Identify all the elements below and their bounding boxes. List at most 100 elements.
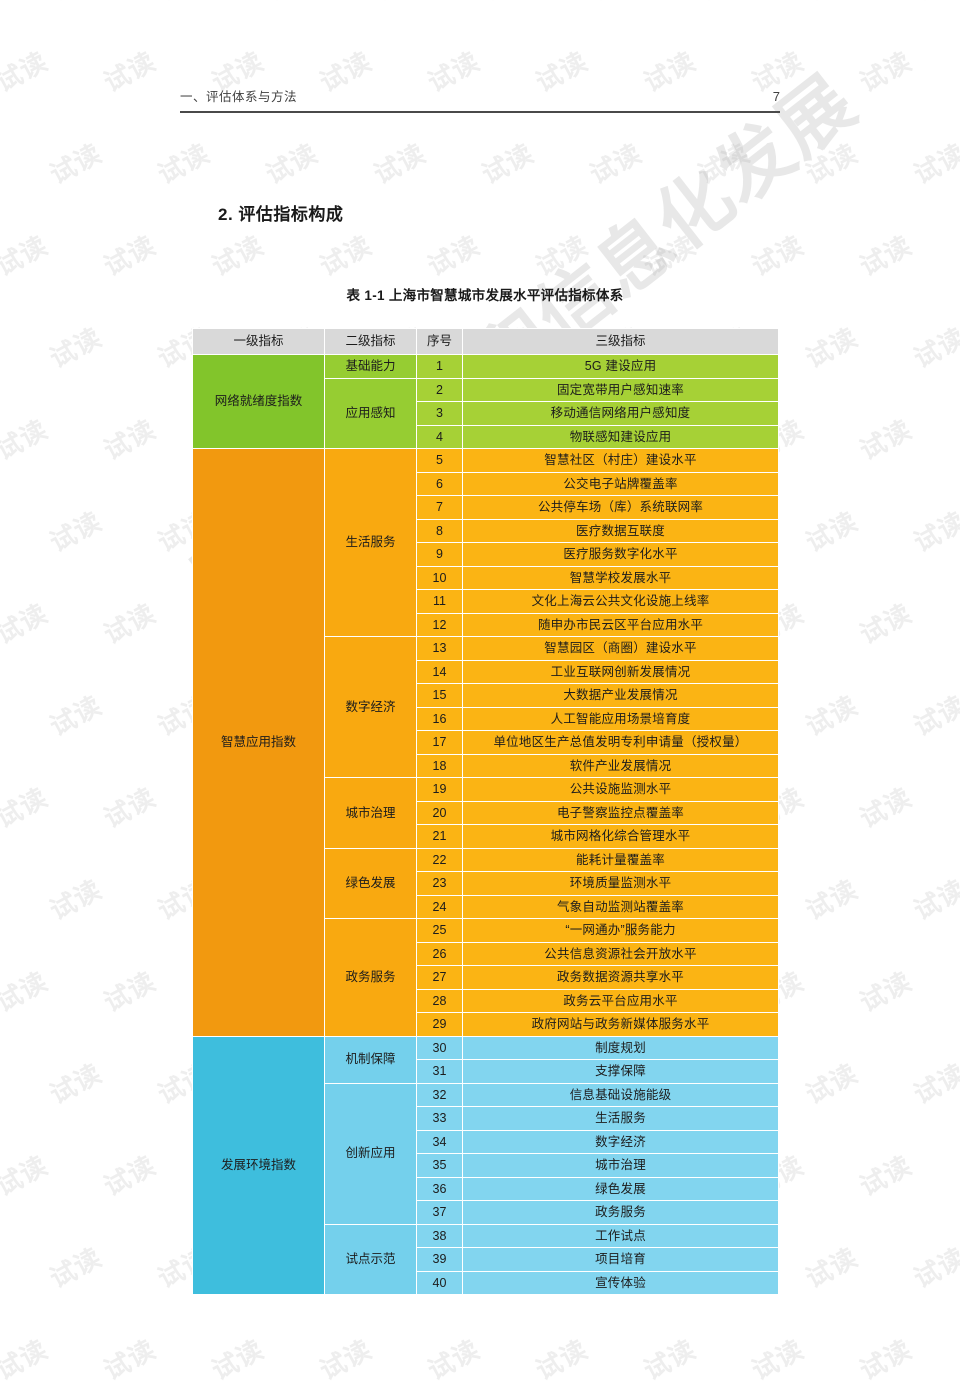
index-number-cell: 39 (416, 1247, 463, 1272)
level3-indicator-cell: 城市治理 (462, 1153, 779, 1178)
watermark-text: 试读 (854, 597, 917, 650)
index-number-cell: 19 (416, 777, 463, 802)
level3-indicator-cell: 固定宽带用户感知速率 (462, 377, 779, 402)
indicator-table: 一级指标 二级指标 序号 三级指标 网络就绪度指数 基础能力 1 5G 建设应用 应用感… (192, 328, 779, 1295)
watermark-text: 试读 (854, 45, 917, 98)
watermark-text: 试读 (0, 1333, 53, 1386)
index-number-cell: 33 (416, 1106, 463, 1131)
table-row: 26 公共信息资源社会开放水平 (193, 941, 779, 966)
level3-indicator-cell: 公共停车场（库）系统联网率 (462, 495, 779, 520)
table-row: 4 物联感知建设应用 (193, 424, 779, 449)
watermark-text: 试读 (368, 137, 431, 190)
level3-indicator-cell: 软件产业发展情况 (462, 753, 779, 778)
level2-indicator-cell: 数字经济 (324, 636, 417, 778)
watermark-text: 试读 (476, 137, 539, 190)
watermark-text: 试读 (908, 1057, 960, 1110)
index-number-cell: 16 (416, 706, 463, 731)
watermark-text: 试读 (314, 229, 377, 282)
level2-indicator-cell: 政务服务 (324, 918, 417, 1037)
level1-indicator-cell: 智慧应用指数 (192, 448, 325, 1037)
watermark-text: 试读 (692, 137, 755, 190)
table-row: 创新应用 32 信息基础设施能级 (193, 1082, 779, 1225)
watermark-text: 试读 (366, 0, 431, 8)
level3-indicator-cell: 智慧社区（村庄）建设水平 (462, 448, 779, 473)
table-head: 一级指标 二级指标 序号 三级指标 (192, 328, 779, 355)
table-row: 9 医疗服务数字化水平 (193, 542, 779, 567)
table-row: 24 气象自动监测站覆盖率 (193, 894, 779, 919)
watermark-text: 试读 (582, 0, 647, 8)
watermark-text: 试读 (906, 0, 960, 8)
watermark-text: 试读 (258, 0, 323, 8)
index-number-cell: 36 (416, 1176, 463, 1201)
watermark-text: 试读 (206, 1333, 269, 1386)
table-row: 29 政府网站与政务新媒体服务水平 (193, 1012, 779, 1037)
watermark-text: 试读 (854, 1333, 917, 1386)
table-row: 应用感知 2 固定宽带用户感知速率 (193, 377, 779, 449)
level2-indicator-cell: 机制保障 (324, 1035, 417, 1084)
watermark-text: 试读 (422, 1333, 485, 1386)
level2-indicator-cell: 生活服务 (324, 448, 417, 637)
watermark-text: 试读 (98, 413, 161, 466)
watermark-text: 试读 (800, 689, 863, 742)
level3-indicator-cell: 公交电子站牌覆盖率 (462, 471, 779, 496)
level3-indicator-cell: 工作试点 (462, 1223, 779, 1248)
column-header-level3: 三级指标 (462, 328, 779, 355)
index-number-cell: 18 (416, 753, 463, 778)
watermark-text: 试读 (260, 137, 323, 190)
table-row: 37 政务服务 (193, 1200, 779, 1225)
level1-indicator-cell: 网络就绪度指数 (192, 354, 325, 449)
watermark-text: 试读 (854, 229, 917, 282)
index-number-cell: 2 (416, 377, 463, 402)
index-number-cell: 27 (416, 965, 463, 990)
watermark-text: 试读 (908, 505, 960, 558)
watermark-text: 试读 (584, 137, 647, 190)
watermark-text: 试读 (422, 229, 485, 282)
table-row: 17 单位地区生产总值发明专利申请量（授权量） (193, 730, 779, 755)
table-row: 18 软件产业发展情况 (193, 753, 779, 778)
index-number-cell: 23 (416, 871, 463, 896)
index-number-cell: 9 (416, 542, 463, 567)
watermark-text: 试读 (800, 873, 863, 926)
watermark-text: 试读 (98, 781, 161, 834)
level3-indicator-cell: 智慧园区（商圈）建设水平 (462, 636, 779, 661)
level3-indicator-cell: 移动通信网络用户感知度 (462, 401, 779, 426)
table-row: 31 支撑保障 (193, 1059, 779, 1084)
index-number-cell: 5 (416, 448, 463, 473)
table-row: 39 项目培育 (193, 1247, 779, 1272)
chapter-title: 一、评估体系与方法 (180, 90, 298, 104)
watermark-text: 试读 (98, 45, 161, 98)
level3-indicator-cell: 项目培育 (462, 1247, 779, 1272)
level2-indicator-cell: 应用感知 (324, 377, 417, 449)
table-row: 23 环境质量监测水平 (193, 871, 779, 896)
index-number-cell: 29 (416, 1012, 463, 1037)
column-header-level2: 二级指标 (324, 328, 417, 355)
level3-indicator-cell: 随申办市民云区平台应用水平 (462, 612, 779, 637)
watermark-text: 试读 (0, 1149, 53, 1202)
table-row: 6 公交电子站牌覆盖率 (193, 471, 779, 496)
watermark-text: 试读 (98, 1333, 161, 1386)
watermark-text: 试读 (800, 137, 863, 190)
index-number-cell: 28 (416, 988, 463, 1013)
watermark-text: 试读 (206, 229, 269, 282)
table-row: 政务服务 25 “一网通办”服务能力 (193, 918, 779, 1037)
watermark-text: 试读 (42, 0, 107, 8)
column-header-level1: 一级指标 (192, 328, 325, 355)
index-number-cell: 32 (416, 1082, 463, 1107)
index-number-cell: 12 (416, 612, 463, 637)
index-number-cell: 25 (416, 918, 463, 943)
index-number-cell: 1 (416, 354, 463, 379)
watermark-text: 试读 (0, 597, 53, 650)
level3-indicator-cell: 大数据产业发展情况 (462, 683, 779, 708)
watermark-text: 试读 (44, 321, 107, 374)
level3-indicator-cell: 宣传体验 (462, 1270, 779, 1295)
watermark-text: 试读 (746, 1333, 809, 1386)
index-number-cell: 31 (416, 1059, 463, 1084)
watermark-text: 试读 (854, 413, 917, 466)
index-number-cell: 7 (416, 495, 463, 520)
level3-indicator-cell: 政务数据资源共享水平 (462, 965, 779, 990)
level3-indicator-cell: 环境质量监测水平 (462, 871, 779, 896)
watermark-text: 试读 (44, 137, 107, 190)
watermark-text: 试读 (638, 1333, 701, 1386)
watermark-text: 试读 (854, 1149, 917, 1202)
page-number: 7 (772, 89, 780, 104)
